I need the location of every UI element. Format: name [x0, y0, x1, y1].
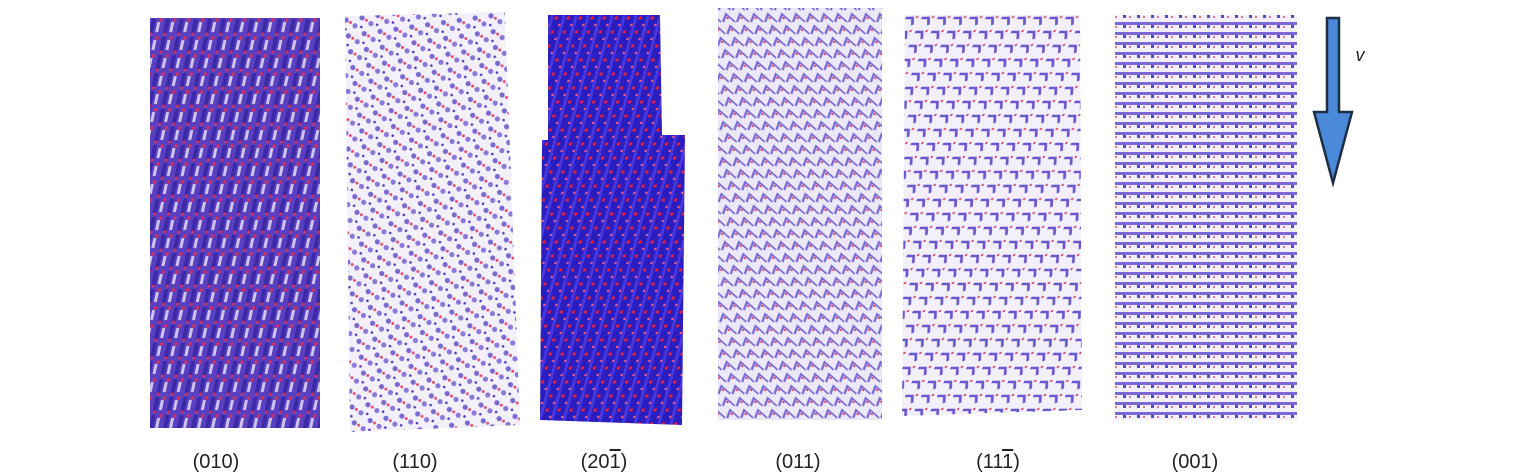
velocity-arrow [1312, 16, 1354, 188]
slab [345, 12, 520, 432]
facet-label: (111) [976, 451, 1020, 473]
label-part: 1 [610, 451, 621, 473]
slab [1115, 15, 1297, 420]
label-part: (20 [581, 451, 610, 473]
label-part: 1 [1002, 451, 1013, 473]
label-part: ) [621, 451, 628, 473]
slab [718, 8, 882, 420]
facet-label: (010) [193, 451, 240, 473]
labels: (010) (110) (201) (011) (111) (001) [193, 451, 1219, 473]
label-part: (001) [1172, 451, 1219, 473]
slab [150, 18, 320, 428]
facet-label: (001) [1172, 451, 1219, 473]
facet-label: (110) [392, 451, 437, 473]
label-part: (11 [976, 451, 1003, 473]
label-part: (010) [193, 451, 240, 473]
label-part: ) [1013, 451, 1020, 473]
facet-label: (201) [581, 451, 628, 473]
facet-label: (011) [775, 451, 820, 473]
slab [540, 15, 685, 425]
label-part: (110) [392, 451, 437, 473]
arrow-label: v [1356, 45, 1366, 65]
slab [902, 15, 1082, 416]
label-part: (011) [775, 451, 820, 473]
